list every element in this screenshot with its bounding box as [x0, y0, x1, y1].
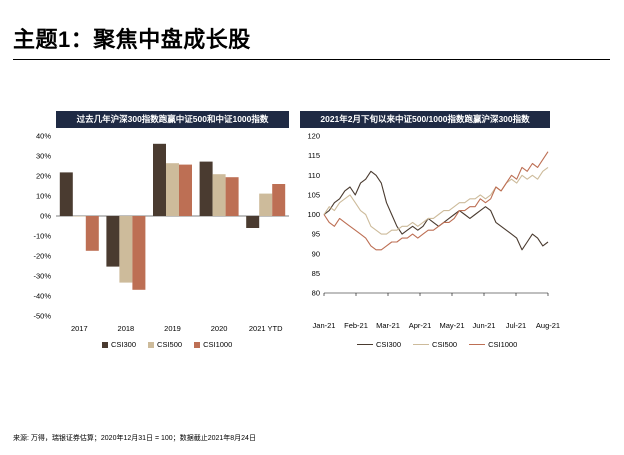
y-tick-label: 30% [36, 152, 51, 161]
legend-swatch-csi500 [148, 341, 155, 348]
series-line-csi1000 [323, 151, 549, 251]
line-chart-title: 2021年2月下旬以来中证500/1000指数跑赢沪深300指数 [300, 111, 550, 128]
bar-csi1000 [225, 177, 239, 216]
legend-swatch-csi500 [413, 344, 430, 345]
y-tick-label: 80 [312, 289, 320, 298]
bar-csi300 [246, 216, 260, 228]
legend-item-csi300: CSI300 [357, 340, 401, 349]
bar-csi1000 [272, 184, 286, 216]
legend-item-csi500: CSI500 [413, 340, 457, 349]
x-tick-label: Apr-21 [409, 321, 432, 330]
bar-csi500 [259, 193, 273, 216]
legend-swatch-csi1000 [469, 344, 486, 345]
bar-csi300 [59, 172, 73, 216]
legend-label: CSI500 [432, 340, 458, 349]
y-tick-label: -40% [33, 292, 51, 301]
x-tick-label: Jan-21 [313, 321, 336, 330]
x-tick-label: 2020 [211, 324, 228, 333]
legend-item-csi1000: CSI1000 [469, 340, 517, 349]
legend-label: CSI500 [157, 340, 183, 349]
y-tick-label: 120 [307, 132, 320, 141]
legend-label: CSI1000 [203, 340, 233, 349]
y-tick-label: -10% [33, 232, 51, 241]
legend-label: CSI1000 [488, 340, 518, 349]
y-tick-label: 110 [308, 171, 320, 180]
bar-csi1000 [132, 216, 146, 290]
legend-label: CSI300 [111, 340, 137, 349]
legend-swatch-csi1000 [194, 341, 201, 348]
bar-csi1000 [179, 164, 192, 216]
y-tick-label: 20% [36, 172, 51, 181]
x-tick-label: 2019 [164, 324, 181, 333]
bar-chart-title: 过去几年沪深300指数跑赢中证500和中证1000指数 [56, 111, 289, 128]
y-tick-label: 105 [307, 190, 320, 199]
x-tick-label: Jun-21 [473, 321, 496, 330]
bar-csi300 [153, 143, 166, 216]
bar-csi1000 [85, 216, 99, 251]
bar-chart: 40% 30% 20% 10% 0% -10% -20% -30% -40% -50% 2017 20… [33, 132, 289, 333]
y-tick-label: 115 [308, 151, 320, 160]
legend-item-csi500: CSI500 [148, 340, 182, 349]
y-tick-label: -20% [33, 252, 51, 261]
y-tick-label: 85 [312, 269, 320, 278]
x-tick-label: Aug-21 [536, 321, 560, 330]
title-divider [13, 59, 610, 60]
x-tick-label: Jul-21 [506, 321, 526, 330]
bar-csi500 [72, 216, 86, 217]
page-title: 主题1：聚焦中盘成长股 [13, 27, 251, 52]
line-chart-legend: CSI300 CSI500 CSI1000 [357, 340, 517, 349]
y-tick-label: 40% [36, 132, 51, 141]
bar-csi500 [119, 216, 133, 283]
y-tick-label: 100 [307, 210, 320, 219]
legend-swatch-csi300 [102, 341, 108, 348]
legend-item-csi1000: CSI1000 [194, 340, 232, 349]
y-tick-label: -50% [33, 312, 51, 321]
bar-csi500 [166, 163, 179, 216]
bar-chart-legend: CSI300 CSI500 CSI1000 [102, 340, 232, 349]
series-line-csi300 [323, 170, 549, 251]
legend-swatch-csi300 [357, 344, 373, 345]
y-tick-label: 0% [40, 212, 51, 221]
bar-csi500 [212, 174, 226, 216]
bar-csi300 [106, 216, 120, 267]
y-tick-label: 10% [36, 192, 51, 201]
x-tick-label: 2021 YTD [249, 324, 283, 333]
x-tick-label: Mar-21 [376, 321, 400, 330]
y-tick-label: -30% [33, 272, 51, 281]
legend-label: CSI300 [376, 340, 402, 349]
x-tick-label: 2018 [118, 324, 135, 333]
y-tick-label: 90 [312, 249, 320, 258]
source-note: 来源: 万得，瑞银证券估算；2020年12月31日 = 100；数据截止2021… [13, 435, 256, 442]
x-tick-label: May-21 [439, 321, 464, 330]
x-tick-label: Feb-21 [344, 321, 368, 330]
line-chart: 120 115 110 105 100 95 90 85 80 Jan-21 Feb-21 Mar-2… [307, 132, 560, 331]
bar-csi300 [199, 161, 213, 216]
legend-item-csi300: CSI300 [102, 340, 136, 349]
x-tick-label: 2017 [71, 324, 88, 333]
series-line-csi500 [323, 166, 549, 235]
y-tick-label: 95 [312, 230, 320, 239]
